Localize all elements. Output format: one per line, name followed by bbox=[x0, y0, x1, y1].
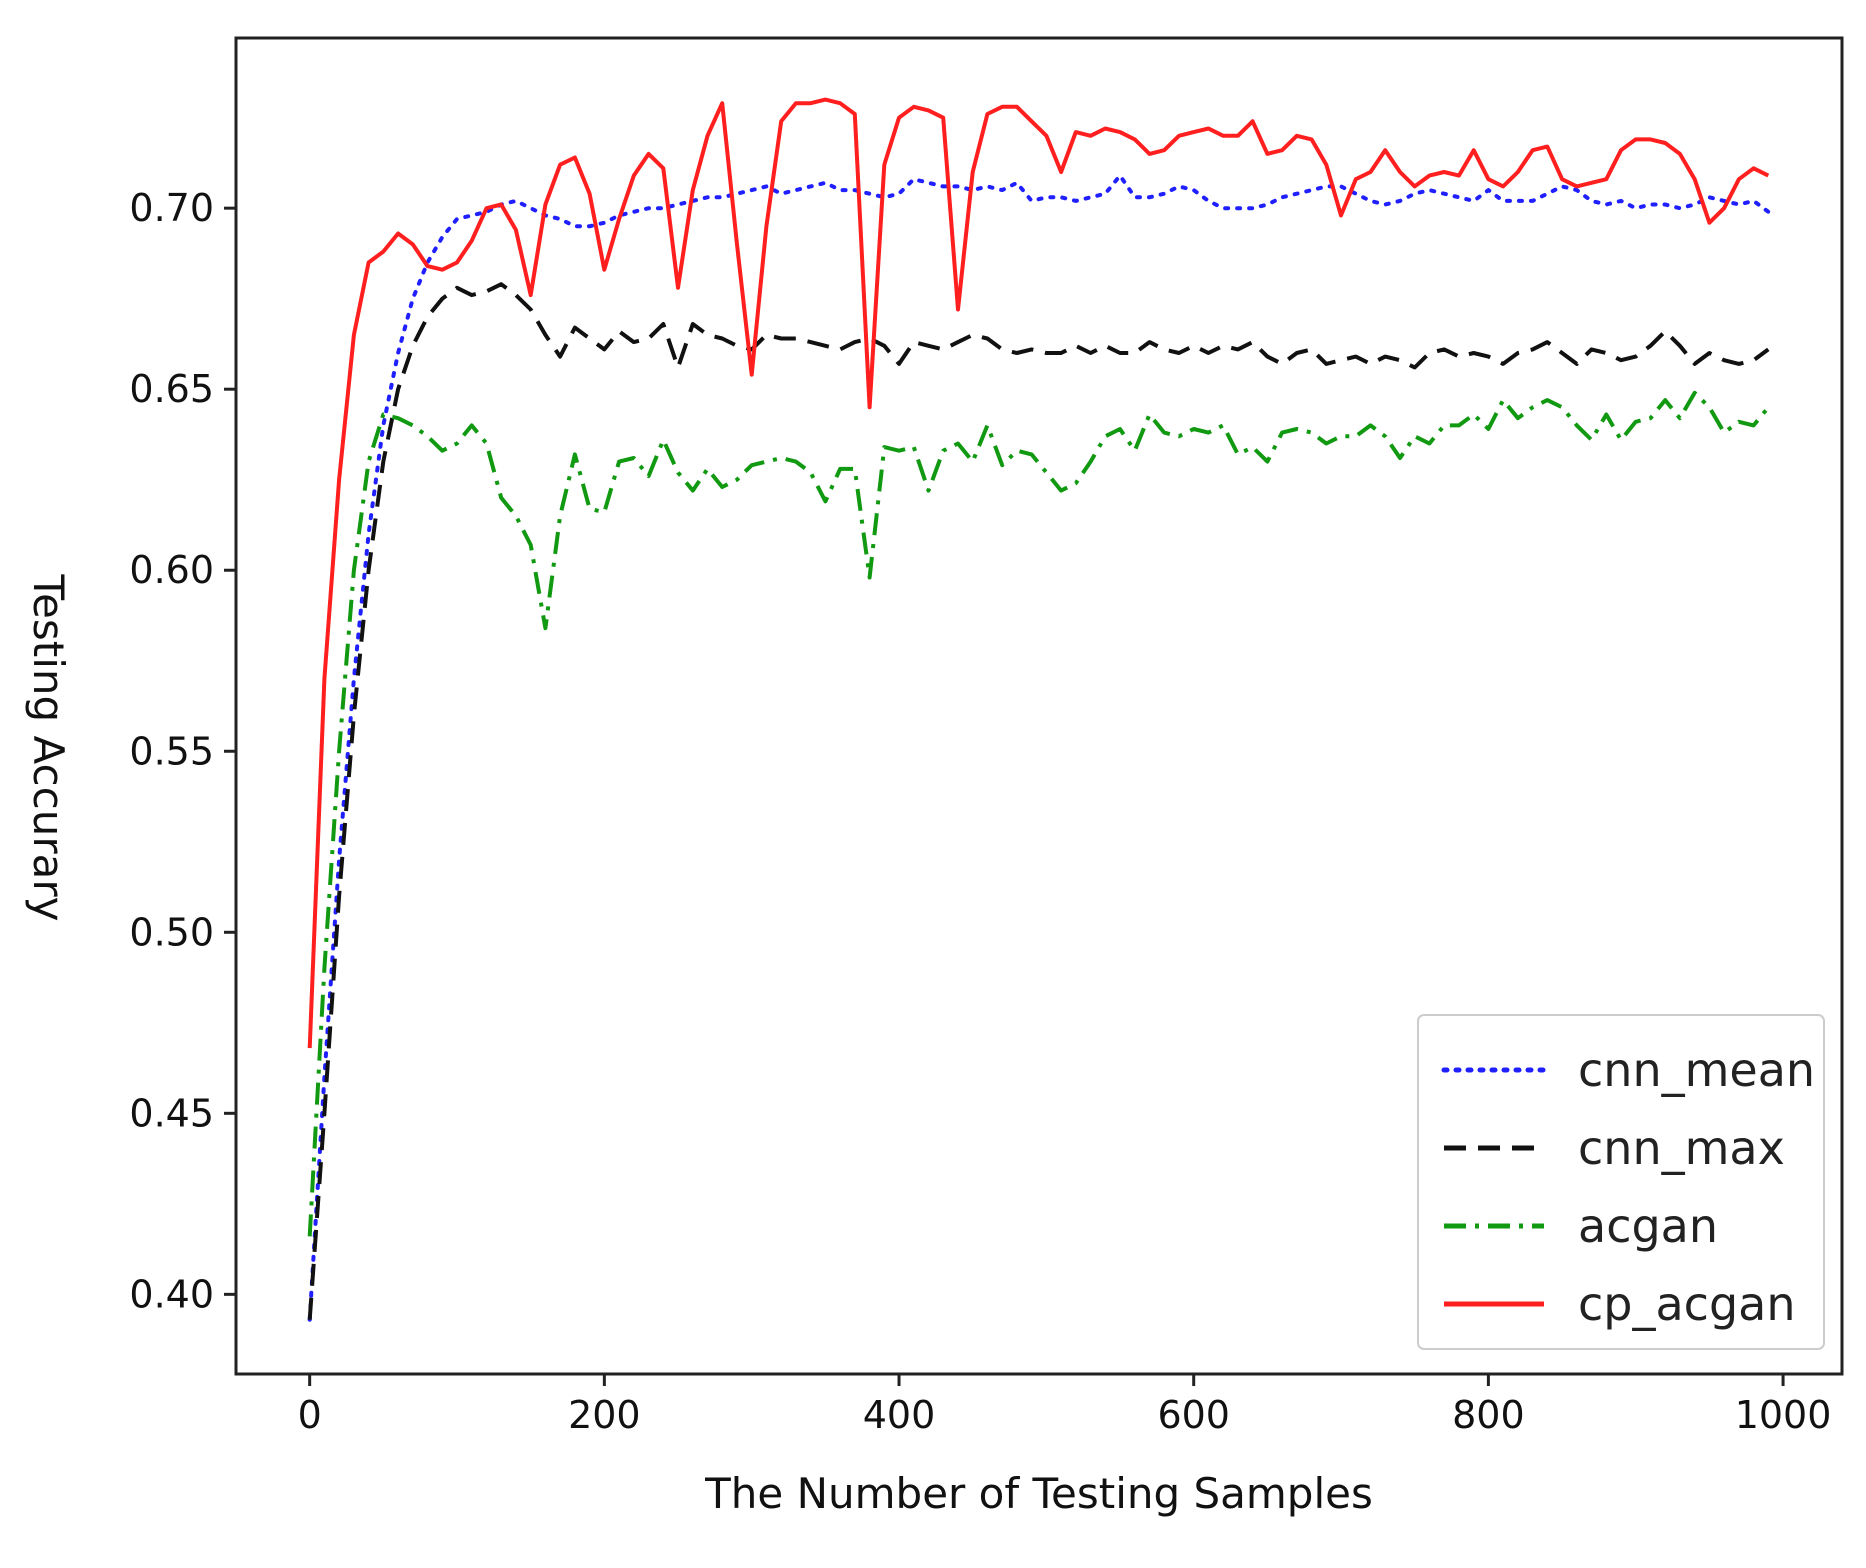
series-line-cnn-mean bbox=[307, 173, 1771, 1322]
plot-frame bbox=[234, 36, 1844, 1376]
y-axis-title: Testing Accurary bbox=[24, 574, 73, 922]
legend-label: acgan bbox=[1578, 1199, 1718, 1253]
y-tick-label: 0.50 bbox=[129, 910, 214, 954]
x-tick-label: 600 bbox=[1157, 1393, 1230, 1437]
y-tick-label: 0.60 bbox=[129, 548, 214, 592]
legend-box bbox=[1417, 1014, 1825, 1350]
y-tick-label: 0.55 bbox=[129, 729, 214, 773]
y-tick-label: 0.70 bbox=[129, 186, 214, 230]
legend-label: cp_acgan bbox=[1578, 1277, 1796, 1331]
x-tick-label: 800 bbox=[1452, 1393, 1525, 1437]
y-tick-label: 0.45 bbox=[129, 1091, 214, 1135]
series-line-cp-acgan bbox=[307, 97, 1770, 1049]
series-layer bbox=[307, 97, 1771, 1322]
y-tick-label: 0.65 bbox=[129, 367, 214, 411]
legend-label: cnn_max bbox=[1578, 1121, 1785, 1175]
x-axis-title: The Number of Testing Samples bbox=[704, 1469, 1373, 1518]
legend-label: cnn_mean bbox=[1578, 1043, 1815, 1097]
x-tick-label: 0 bbox=[298, 1393, 322, 1437]
x-tick-label: 400 bbox=[863, 1393, 936, 1437]
y-axis-ticks: 0.40 0.45 0.50 0.55 0.60 0.65 0.70 bbox=[129, 186, 236, 1316]
y-tick-label: 0.40 bbox=[129, 1272, 214, 1316]
x-tick-label: 200 bbox=[568, 1393, 641, 1437]
x-axis-ticks: 0 200 400 600 800 1000 bbox=[298, 1374, 1832, 1437]
x-tick-label: 1000 bbox=[1735, 1393, 1832, 1437]
